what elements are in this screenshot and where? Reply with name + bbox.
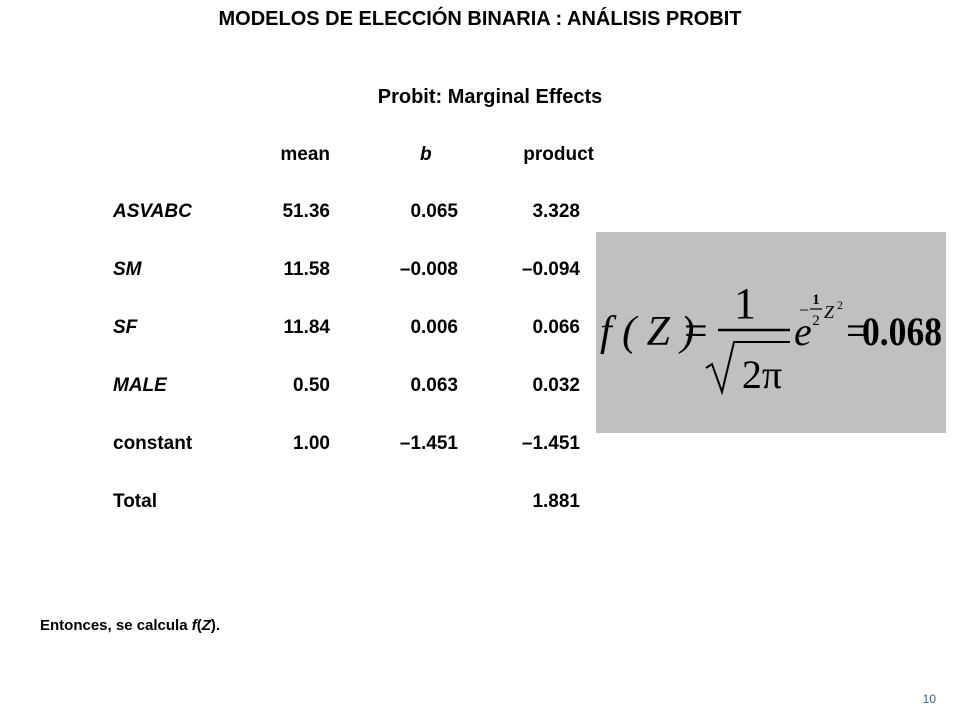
exp-num: 1 xyxy=(812,292,820,308)
formula-num: 1 xyxy=(734,279,756,328)
table-cell: 0.063 xyxy=(410,375,458,396)
row-label: ASVABC xyxy=(113,201,192,222)
exp-var: Z xyxy=(824,302,835,322)
sqrt-sign xyxy=(705,341,790,396)
formula-background xyxy=(596,232,946,433)
formula-den: 2π xyxy=(742,352,782,397)
table-cell: –0.094 xyxy=(521,259,580,280)
table-cell: 51.36 xyxy=(282,201,330,222)
table-cell: 1.881 xyxy=(532,491,580,512)
table-cell: 0.006 xyxy=(410,317,458,338)
row-label: constant xyxy=(113,433,193,454)
column-header: product xyxy=(523,144,594,165)
table-cell: 1.00 xyxy=(293,433,330,454)
table-cell: 11.58 xyxy=(283,259,331,280)
column-header: mean xyxy=(280,144,330,165)
formula-lhs: f ( Z ) xyxy=(600,309,695,355)
caption-text: ( xyxy=(196,617,202,634)
table-cell: –0.008 xyxy=(399,259,458,280)
table-title: Probit: Marginal Effects xyxy=(377,86,603,108)
row-label: Total xyxy=(113,491,157,512)
formula-base: e xyxy=(794,309,812,354)
exp-den: 2 xyxy=(812,313,820,329)
formula-eq2: = xyxy=(846,309,870,355)
row-label: SM xyxy=(113,259,142,280)
row-label: MALE xyxy=(113,375,167,396)
page-number: 10 xyxy=(922,692,936,706)
exp-sign: − xyxy=(799,300,809,320)
slide-title: MODELOS DE ELECCIÓN BINARIA : ANÁLISIS P… xyxy=(218,8,742,30)
caption-text: Z xyxy=(201,617,211,634)
formula-rhs: 0.068 xyxy=(862,309,942,354)
caption-text: f xyxy=(191,617,197,634)
caption-text: Entonces, se calcula xyxy=(40,617,192,634)
caption-text: ). xyxy=(210,617,221,634)
table-cell: 11.84 xyxy=(283,317,331,338)
column-header: b xyxy=(420,144,432,165)
table-cell: 3.328 xyxy=(532,201,580,222)
table-cell: 0.065 xyxy=(410,201,458,222)
table-cell: 0.50 xyxy=(293,375,330,396)
exp-pow: 2 xyxy=(837,298,843,312)
formula-eq: = xyxy=(684,309,708,355)
row-label: SF xyxy=(113,317,138,338)
caption: Entonces, se calcula f(Z). xyxy=(40,617,220,634)
formula-box: f ( Z ) = 1 2π e − 1 2 Z 2 = 0.068 xyxy=(596,232,946,433)
table-cell: –1.451 xyxy=(521,433,580,454)
table-cell: 0.066 xyxy=(532,317,580,338)
table-cell: –1.451 xyxy=(399,433,458,454)
table-cell: 0.032 xyxy=(532,375,580,396)
